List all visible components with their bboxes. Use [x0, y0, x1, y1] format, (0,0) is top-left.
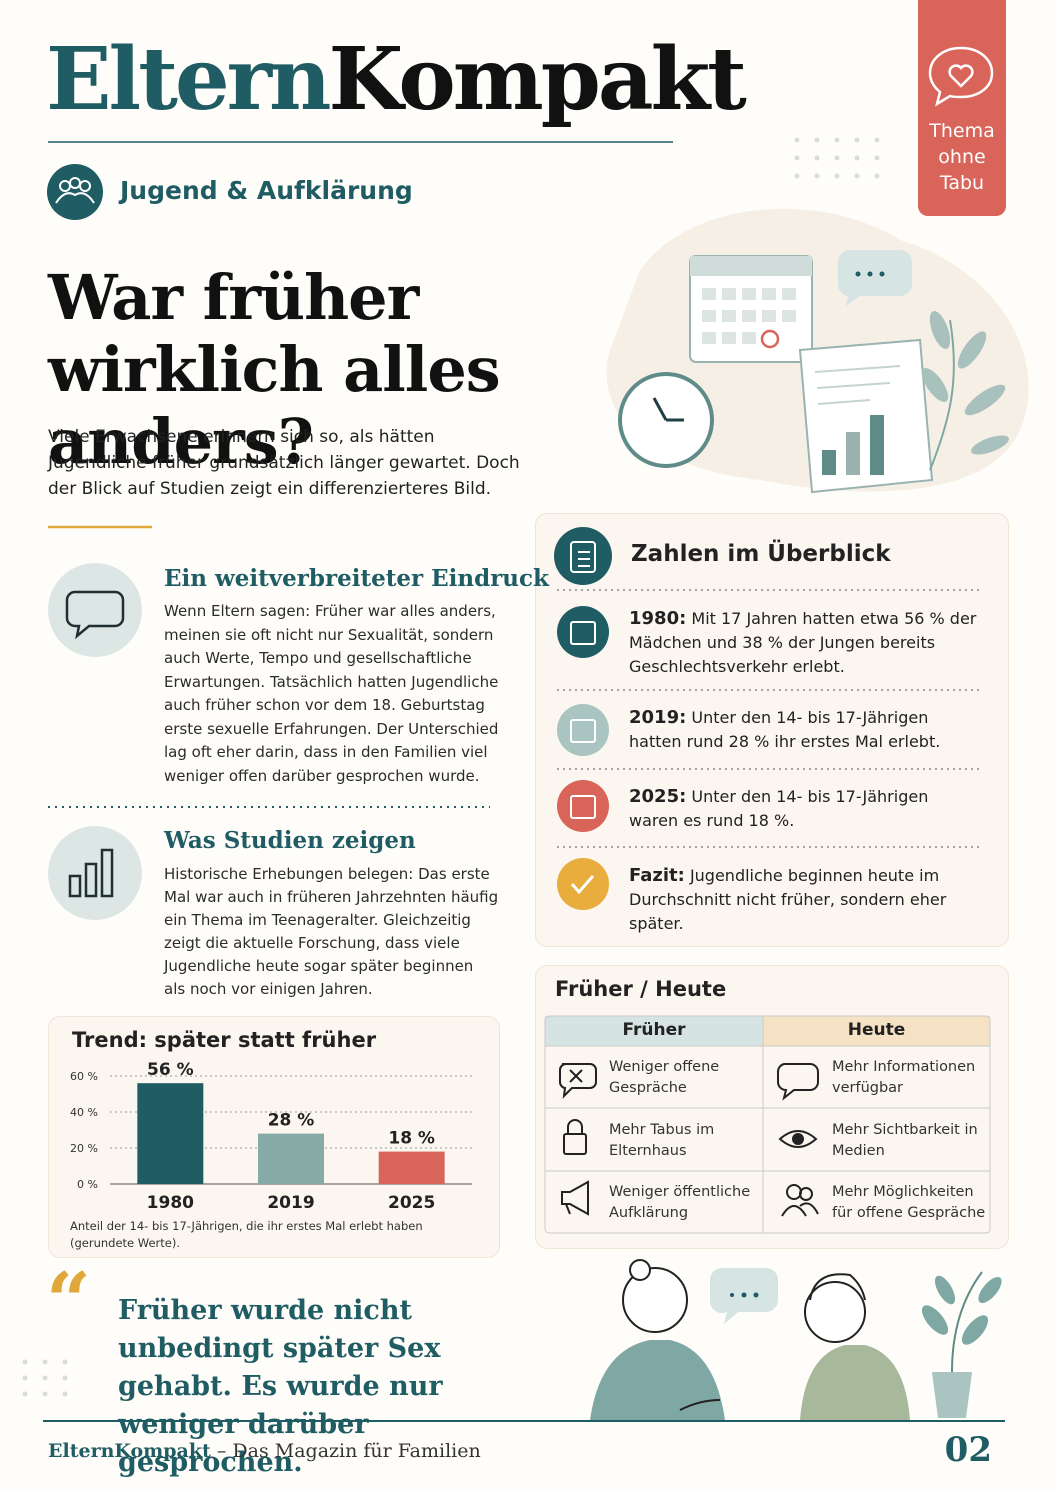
illustration	[606, 208, 1029, 494]
table-cell: Mehr Möglichkeiten für offene Gespräche	[832, 1184, 986, 1221]
value-label: 28 %	[268, 1111, 315, 1131]
table-cell: Mehr Informationen verfügbar	[832, 1059, 976, 1096]
comparison-title: Früher / Heute	[555, 977, 727, 1001]
overview-item: Fazit: Jugendliche beginnen heute im Dur…	[629, 864, 949, 936]
item-text: Jugendliche beginnen heute im Durchschni…	[629, 866, 947, 933]
chart-title: Trend: später statt früher	[72, 1028, 377, 1052]
headline: War früher wirklich alles anders?	[48, 261, 501, 478]
overview-item: 2019: Unter den 14- bis 17-Jährigen hatt…	[629, 706, 949, 754]
block-text: Historische Erhebungen belegen: Das erst…	[164, 865, 499, 998]
clipboard-icon	[570, 541, 596, 573]
table-icons	[558, 1063, 819, 1217]
header-cell	[545, 1016, 763, 1046]
page-number: 02	[944, 1430, 992, 1470]
table-border	[544, 1015, 991, 1234]
footer-tagline: – Das Magazin für Familien	[216, 1440, 481, 1462]
bar	[258, 1133, 324, 1184]
header-cell	[763, 1016, 990, 1046]
footer-brand: ElternKompakt	[48, 1440, 211, 1462]
item-text: Unter den 14- bis 17-Jährigen waren es r…	[629, 787, 929, 830]
overview-item: 1980: Mit 17 Jahren hatten etwa 56 % der…	[629, 607, 984, 679]
x-tick-label: 2025	[388, 1193, 435, 1213]
section-icon-people	[55, 177, 95, 204]
overview-dividers	[557, 589, 982, 848]
quote: Früher wurde nicht unbedingt später Sex …	[118, 1295, 443, 1478]
brand-part: Kompakt	[328, 29, 747, 130]
x-tick-label: 2019	[267, 1193, 314, 1213]
table-cell: Mehr Tabus im Elternhaus	[609, 1122, 715, 1159]
brand: ElternKompakt	[46, 29, 747, 130]
block-text: Wenn Eltern sagen: Früher war alles ande…	[164, 602, 499, 785]
block-title: Was Studien zeigen	[164, 827, 416, 854]
table-cell: Weniger öffentliche Aufklärung	[609, 1184, 751, 1221]
column-header: Heute	[847, 1020, 906, 1040]
overview-item: 2025: Unter den 14- bis 17-Jährigen ware…	[629, 785, 949, 833]
bars-icon	[68, 848, 114, 898]
bar	[137, 1083, 204, 1184]
brand-part: Eltern	[46, 29, 331, 130]
speech-icon	[65, 590, 125, 640]
dots	[22, 137, 880, 1397]
item-label: 1980:	[629, 608, 687, 629]
x-tick-label: 1980	[147, 1193, 194, 1213]
bar	[378, 1151, 445, 1184]
table-cell: Mehr Sichtbarkeit in Medien	[832, 1122, 978, 1159]
item-label: 2025:	[629, 786, 687, 807]
overview-icon	[554, 527, 612, 585]
item-text: Unter den 14- bis 17-Jährigen hatten run…	[629, 708, 941, 751]
block-title: Ein weitverbreiteter Eindruck	[164, 565, 549, 592]
value-label: 18 %	[388, 1129, 435, 1149]
chart-caption: Anteil der 14- bis 17-Jährigen, die ihr …	[70, 1219, 423, 1250]
section-title: Jugend & Aufklärung	[120, 176, 413, 205]
overview-title: Zahlen im Überblick	[631, 541, 891, 567]
badge-heart	[948, 64, 974, 88]
column-header: Früher	[622, 1020, 686, 1040]
item-label: 2019:	[629, 707, 687, 728]
quote-mark: “	[46, 1256, 91, 1347]
y-tick-label: 0 %	[77, 1178, 98, 1191]
y-tick-label: 20 %	[70, 1142, 98, 1155]
badge-icon	[928, 46, 994, 107]
footer-text: ElternKompakt – Das Magazin für Familien	[48, 1440, 481, 1462]
block-icon	[48, 563, 142, 657]
value-label: 56 %	[147, 1060, 194, 1080]
table-cell: Weniger offene Gespräche	[609, 1059, 720, 1096]
badge-text: Thema ohne Tabu	[929, 120, 995, 194]
y-tick-label: 60 %	[70, 1070, 98, 1083]
y-tick-label: 40 %	[70, 1106, 98, 1119]
intro: Viele Erwachsene erinnern sich so, als h…	[48, 427, 520, 499]
item-text: Mit 17 Jahren hatten etwa 56 % der Mädch…	[629, 609, 977, 676]
table-lines	[545, 1016, 990, 1233]
people-illustration	[590, 1259, 1002, 1420]
item-icons	[557, 606, 609, 910]
item-label: Fazit:	[629, 865, 685, 886]
section-icon	[47, 164, 103, 220]
